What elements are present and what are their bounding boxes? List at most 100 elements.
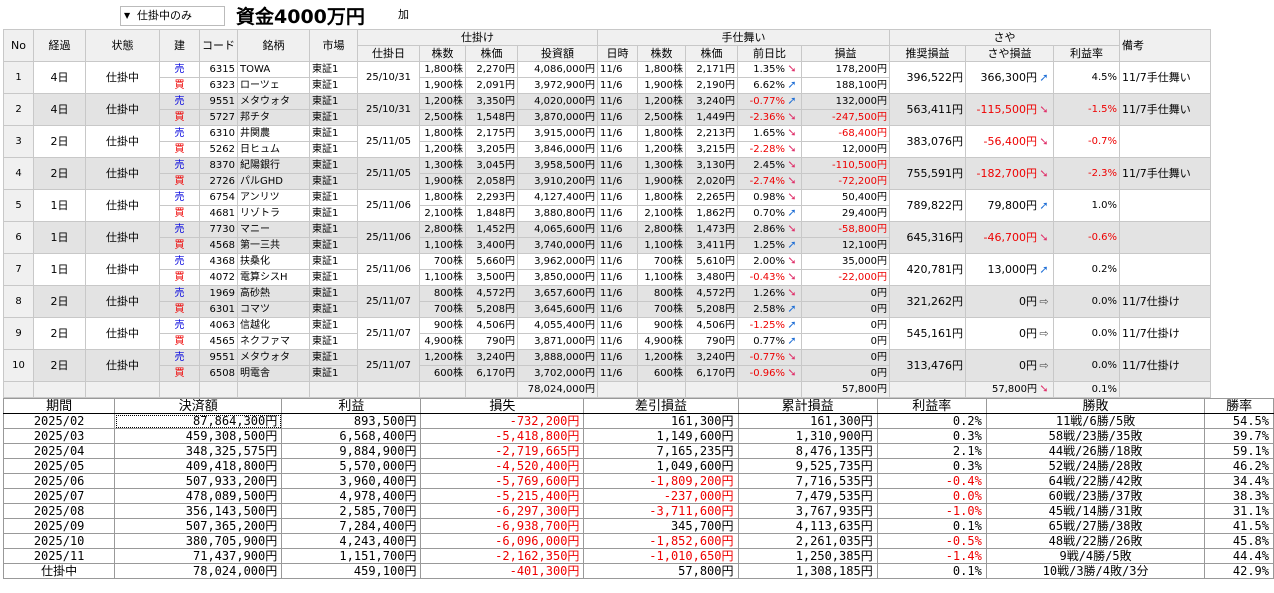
summary-row[interactable]: 2025/03 459,308,500円 6,568,400円 -5,418,800円… [2, 428, 1274, 444]
market-cell: 東証1 [309, 61, 358, 78]
summary-header-loss[interactable]: 損失 [420, 398, 585, 414]
table-row[interactable]: 買 5727 邦チタ 東証1 2,500株 1,548円 3,870,000円 11/6 2,5… [4, 109, 1211, 126]
table-row[interactable]: 5 1日 仕掛中売 6754 アンリツ 東証1 25/11/06 1,800株 2,293円 4,… [3, 189, 1211, 222]
header-entry-price[interactable]: 株価 [465, 45, 518, 62]
table-row[interactable]: 7 1日 仕掛中売 4368 扶桑化 東証1 25/11/06 700株 5,660円 3,962… [3, 253, 1211, 286]
header-exit-shares[interactable]: 株数 [637, 45, 686, 62]
pl-cell: 188,100円 [801, 77, 890, 94]
header-name[interactable]: 銘柄 [237, 29, 310, 62]
filter-select[interactable]: ▼ 仕掛中のみ [120, 6, 225, 26]
row-number[interactable]: 3 [3, 125, 34, 158]
entry-date-cell: 25/11/05 [357, 157, 420, 190]
summary-row[interactable]: 2025/05 409,418,800円 5,570,000円 -4,520,400円… [2, 458, 1274, 474]
header-remarks[interactable]: 備考 [1119, 29, 1211, 62]
row-number[interactable]: 8 [3, 285, 34, 318]
summary-row[interactable]: 2025/09 507,365,200円 7,284,400円 -6,938,700円… [2, 518, 1274, 534]
row-number[interactable]: 1 [3, 61, 34, 94]
header-pl[interactable]: 損益 [801, 45, 890, 62]
net-cell: 1,049,600円 [583, 458, 739, 474]
settlement-cell: 507,933,200円 [114, 473, 283, 489]
row-number[interactable]: 6 [3, 221, 34, 254]
cumulative-cell: 8,476,135円 [737, 443, 878, 459]
row-number[interactable]: 9 [3, 317, 34, 350]
exit-shares-cell: 900株 [637, 317, 686, 334]
header-state[interactable]: 状態 [85, 29, 160, 62]
table-row[interactable]: 買 4568 第一三共 東証1 1,100株 3,400円 3,740,000円 11/6 1,… [4, 237, 1211, 254]
header-code[interactable]: コード [199, 29, 238, 62]
prev-ratio-value: 6.62% [753, 80, 785, 91]
summary-header-settlement[interactable]: 決済額 [114, 398, 283, 414]
header-market[interactable]: 市場 [309, 29, 358, 62]
summary-row[interactable]: 仕掛中 78,024,000円 459,100円 -401,300円 57,800円 1,… [2, 563, 1274, 579]
pl-cell: 35,000円 [801, 253, 890, 270]
exit-price-cell: 1,862円 [685, 205, 738, 222]
positions-grid: No 経過 状態建コード 銘柄 市場 仕掛け 手仕舞い さや 備考 仕掛日 株数 株価 投資額 日時 株数株… [3, 29, 1211, 398]
summary-header-rate[interactable]: 利益率 [876, 398, 987, 414]
header-exit-time[interactable]: 日時 [597, 45, 638, 62]
header-side[interactable]: 建 [159, 29, 200, 62]
est-pl-cell: 383,076円 [889, 125, 966, 158]
rate-cell: -0.4% [876, 473, 987, 489]
remarks-cell [1119, 125, 1211, 158]
code-cell: 2726 [199, 173, 238, 190]
header-entry-date[interactable]: 仕掛日 [357, 45, 420, 62]
table-row[interactable]: 2 4日 仕掛中売 9551 メタウォタ 東証1 25/10/31 1,200株 3,350円 4… [3, 93, 1211, 126]
summary-row[interactable]: 2025/08 356,143,500円 2,585,700円 -6,297,300円… [2, 503, 1274, 519]
header-investment[interactable]: 投資額 [517, 45, 598, 62]
header-spread-pl[interactable]: さや損益 [965, 45, 1054, 62]
spread-pl-value: 13,000円 [987, 262, 1038, 276]
market-cell: 東証1 [309, 109, 358, 126]
table-row[interactable]: 3 2日 仕掛中売 6310 井関農 東証1 25/11/05 1,800株 2,175円 3,9… [3, 125, 1211, 158]
summary-header-period[interactable]: 期間 [2, 398, 116, 414]
table-row[interactable]: 9 2日 仕掛中売 4063 信越化 東証1 25/11/07 900株 4,506円 4,055… [3, 317, 1211, 350]
header-profit-rate[interactable]: 利益率 [1053, 45, 1120, 62]
row-number[interactable]: 2 [3, 93, 34, 126]
name-cell: 電算シスH [237, 269, 310, 286]
exit-shares-cell: 1,200株 [637, 93, 686, 110]
summary-header-cumulative[interactable]: 累計損益 [737, 398, 878, 414]
entry-price-cell: 2,058円 [465, 173, 518, 190]
table-row[interactable]: 8 2日 仕掛中売 1969 高砂熱 東証1 25/11/07 800株 4,572円 3,657… [3, 285, 1211, 318]
market-cell: 東証1 [309, 189, 358, 206]
code-cell: 4568 [199, 237, 238, 254]
header-est-pl[interactable]: 推奨損益 [889, 45, 966, 62]
header-entry-shares[interactable]: 株数 [419, 45, 466, 62]
empty-cell [465, 381, 518, 398]
summary-row[interactable]: 2025/02 87,864,300円 893,500円 -732,200円 161,3… [2, 413, 1274, 429]
table-row[interactable]: 1 4日 仕掛中売 6315 TOWA 東証1 25/10/31 1,800株 2,270円 4,… [3, 61, 1211, 94]
entry-price-cell: 1,548円 [465, 109, 518, 126]
header-no[interactable]: No [3, 29, 34, 62]
prev-ratio-value: 0.77% [753, 336, 785, 347]
table-row[interactable]: 買 4681 リゾトラ 東証1 2,100株 1,848円 3,880,800円 11/6 2,… [4, 205, 1211, 222]
exit-time-cell: 11/6 [597, 253, 638, 270]
name-cell: TOWA [237, 61, 310, 78]
prev-ratio-value: -2.28% [749, 144, 785, 155]
summary-row[interactable]: 2025/06 507,933,200円 3,960,400円 -5,769,600円… [2, 473, 1274, 489]
summary-header-net[interactable]: 差引損益 [583, 398, 739, 414]
empty-cell [199, 381, 238, 398]
summary-header-winrate[interactable]: 勝率 [1204, 398, 1274, 414]
row-number[interactable]: 10 [3, 349, 34, 382]
summary-row[interactable]: 2025/04 348,325,575円 9,884,900円 -2,719,665円… [2, 443, 1274, 459]
entry-shares-cell: 700株 [419, 253, 466, 270]
header-exit-price[interactable]: 株価 [685, 45, 738, 62]
summary-header-profit[interactable]: 利益 [281, 398, 422, 414]
add-button[interactable]: 加 [398, 8, 409, 21]
row-number[interactable]: 4 [3, 157, 34, 190]
table-row[interactable]: 6 1日 仕掛中売 7730 マニー 東証1 25/11/06 2,800株 1,452円 4,0… [3, 221, 1211, 254]
summary-row[interactable]: 2025/07 478,089,500円 4,978,400円 -5,215,400円… [2, 488, 1274, 504]
header-prev-ratio[interactable]: 前日比 [737, 45, 802, 62]
row-number[interactable]: 7 [3, 253, 34, 286]
table-row[interactable]: 10 2日 仕掛中売 9551 メタウォタ 東証1 25/11/07 1,200株 3,240円… [3, 349, 1211, 382]
exit-time-cell: 11/6 [597, 269, 638, 286]
summary-header-record[interactable]: 勝敗 [985, 398, 1206, 414]
row-number[interactable]: 5 [3, 189, 34, 222]
header-elapsed[interactable]: 経過 [33, 29, 86, 62]
prev-ratio-cell: 0.70% ➚ [737, 205, 802, 222]
summary-row[interactable]: 2025/11 71,437,900円 1,151,700円 -2,162,350円 -… [2, 548, 1274, 564]
exit-shares-cell: 1,200株 [637, 141, 686, 158]
table-row[interactable]: 4 2日 仕掛中売 8370 紀陽銀行 東証1 25/11/05 1,300株 3,045円 3,… [3, 157, 1211, 190]
table-row[interactable]: 買 6508 明電舎 東証1 600株 6,170円 3,702,000円 11/6 600株 6… [4, 365, 1211, 382]
summary-row[interactable]: 2025/10 380,705,900円 4,243,400円 -6,096,000円… [2, 533, 1274, 549]
